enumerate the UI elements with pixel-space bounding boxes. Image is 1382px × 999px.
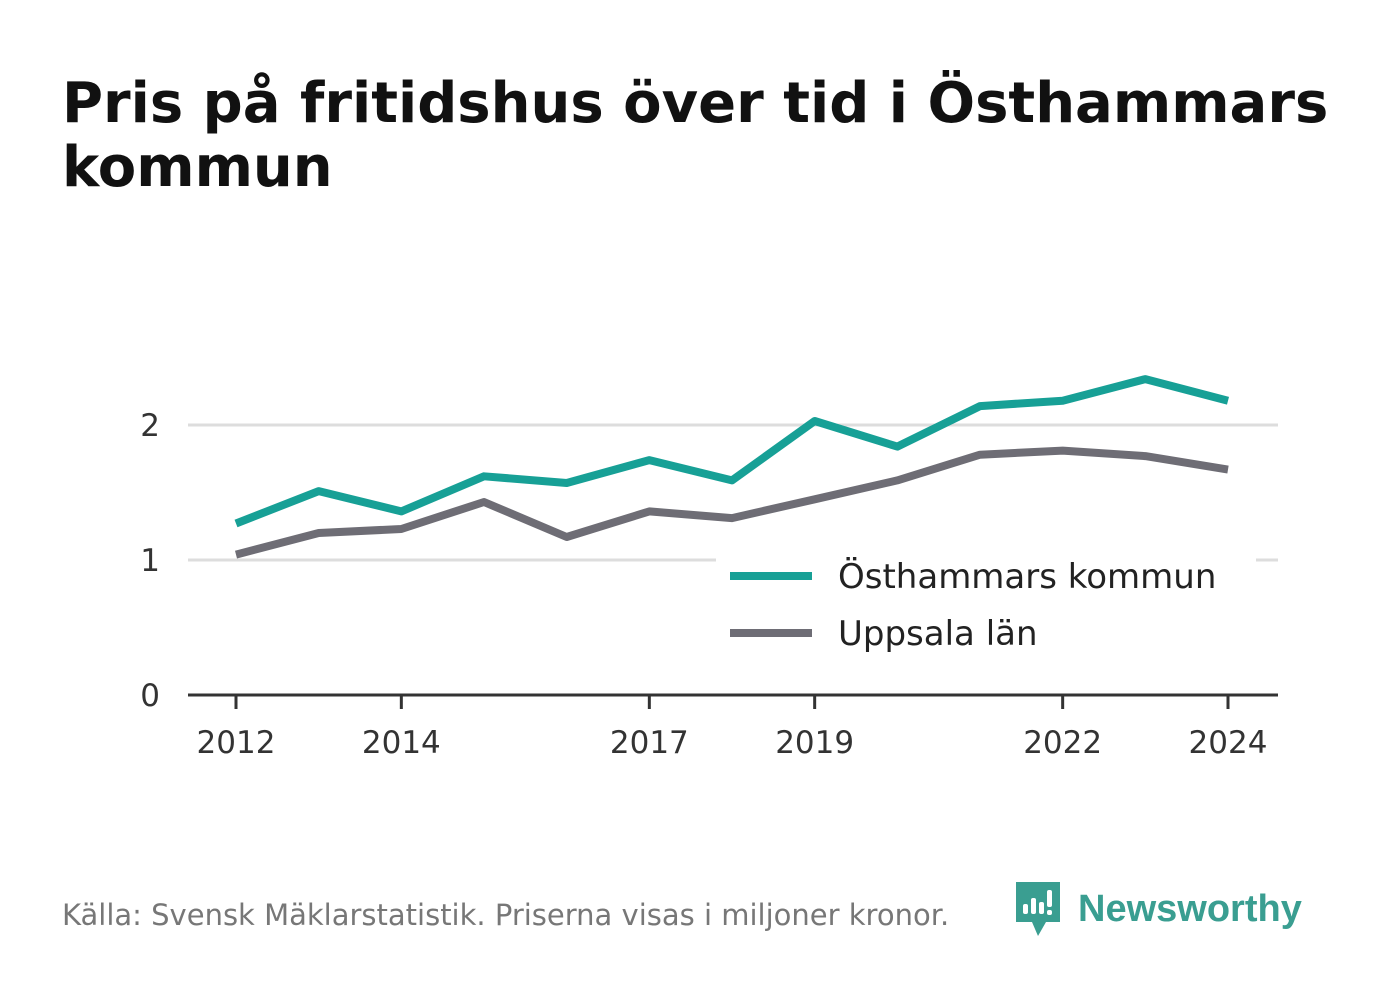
legend: Östhammars kommun Uppsala län	[716, 548, 1256, 666]
x-tick-label: 2024	[1189, 725, 1268, 761]
series-lines	[234, 375, 1230, 559]
legend-background	[716, 548, 1256, 666]
x-tick-label: 2019	[775, 725, 854, 761]
brand-name: Newsworthy	[1078, 887, 1302, 930]
y-tick-label: 0	[140, 678, 160, 714]
y-axis-ticks: 0 1 2	[140, 408, 160, 714]
y-tick-label: 2	[140, 408, 160, 444]
x-axis: 2012 2014 2017 2019 2022 2024	[188, 693, 1278, 761]
legend-label: Uppsala län	[838, 614, 1038, 654]
source-note: Källa: Svensk Mäklarstatistik. Priserna …	[62, 898, 950, 932]
brand-logo: Newsworthy	[1012, 878, 1302, 940]
x-tick-label: 2014	[362, 725, 441, 761]
series-line-1	[234, 375, 1230, 528]
legend-label: Östhammars kommun	[838, 556, 1216, 597]
chart-title: Pris på fritidshus över tid i Östhammars…	[62, 71, 1329, 200]
x-tick-label: 2012	[197, 725, 276, 761]
grid-lines	[188, 423, 1278, 562]
x-tick-label: 2017	[610, 725, 689, 761]
series-line-2	[234, 446, 1229, 559]
newsworthy-logo-icon	[1016, 882, 1060, 936]
x-tick-label: 2022	[1023, 725, 1102, 761]
y-tick-label: 1	[140, 543, 160, 579]
